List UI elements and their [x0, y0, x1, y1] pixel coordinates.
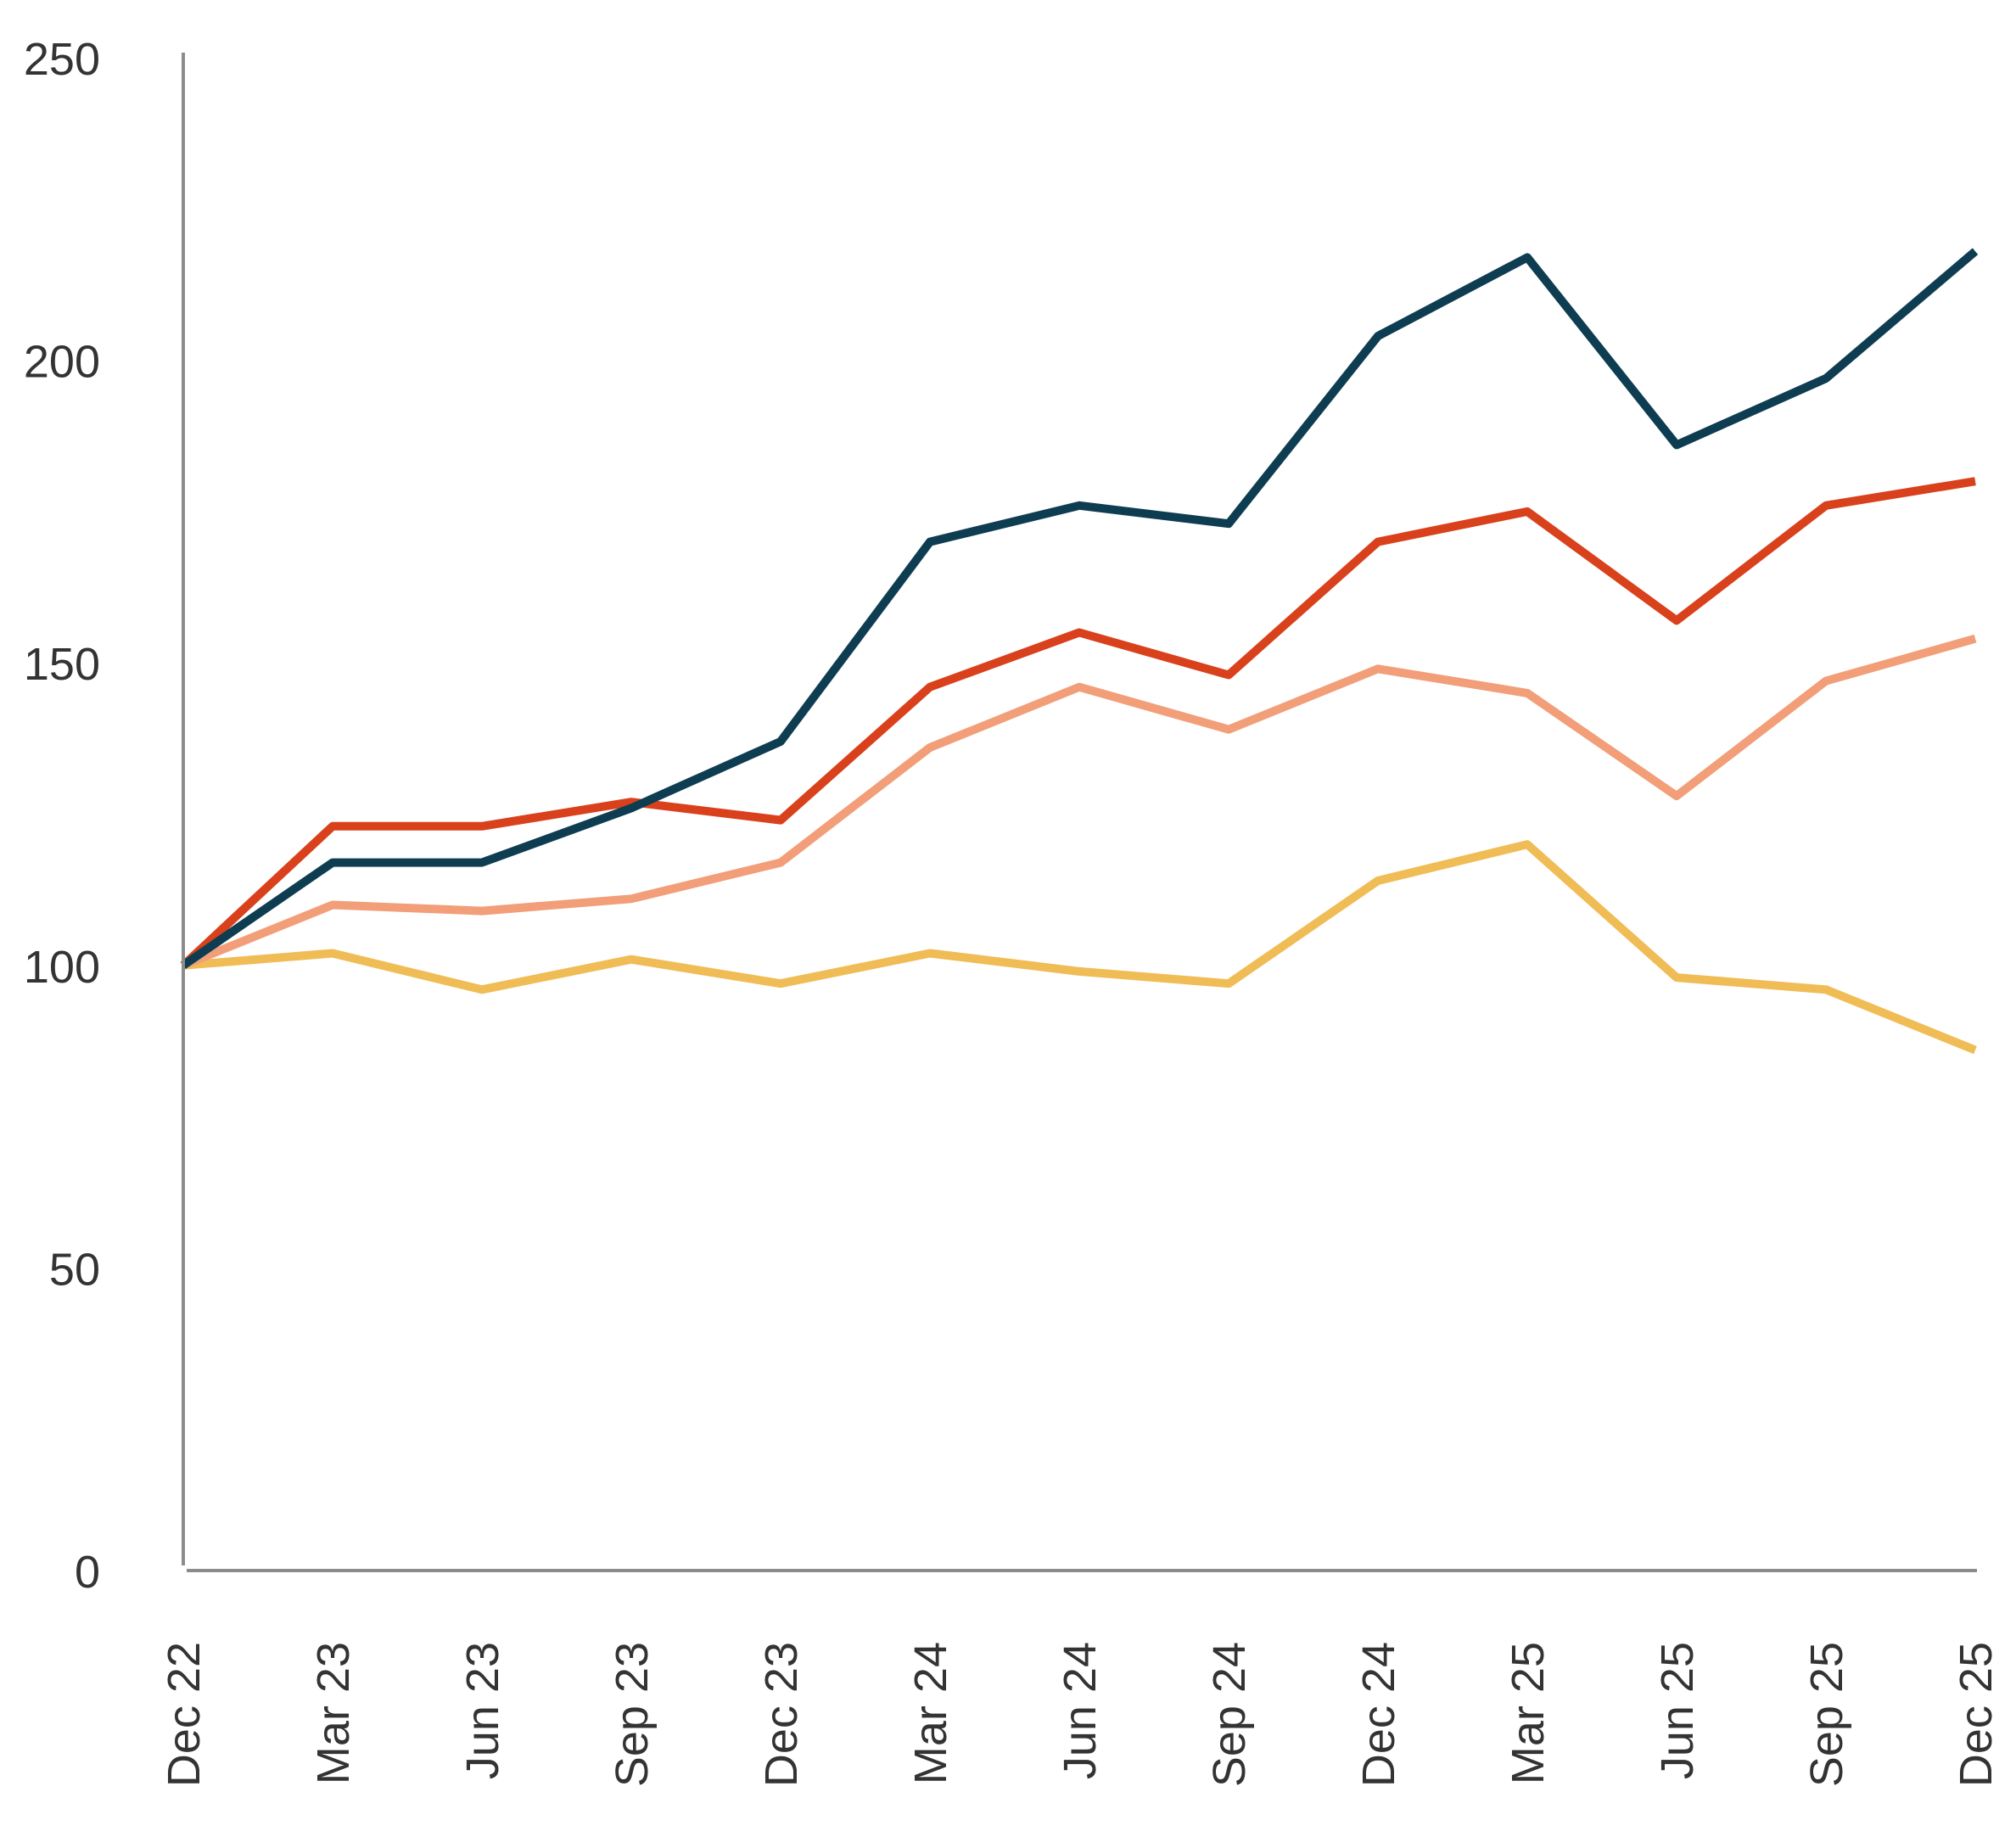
y-tick-label: 200: [24, 337, 100, 388]
series-line-3: [182, 634, 1977, 970]
x-tick-label: Dec 24: [1353, 1642, 1404, 1787]
series-line-4: [182, 840, 1977, 1055]
x-axis-ticks: Dec 22 Mar 23 Jun 23 Sep 23 Dec 23 Mar 24 Jun …: [159, 1642, 2002, 1787]
x-tick-label: Mar 24: [905, 1642, 956, 1784]
x-tick-label: Jun 23: [457, 1642, 508, 1779]
y-tick-label: 50: [49, 1244, 100, 1295]
series-line-2: [180, 477, 1976, 969]
x-tick-label: Mar 23: [308, 1642, 359, 1784]
series-lines: [180, 248, 1979, 1055]
x-tick-label: Jun 24: [1055, 1642, 1106, 1779]
x-tick-label: Dec 23: [756, 1642, 807, 1787]
y-tick-label: 250: [24, 34, 100, 85]
x-tick-label: Sep 25: [1801, 1642, 1852, 1787]
y-tick-label: 150: [24, 639, 100, 690]
series-line-1: [181, 248, 1979, 969]
x-tick-label: Sep 23: [607, 1642, 658, 1787]
y-axis-ticks: 0 50 100 150 200 250: [24, 34, 100, 1598]
y-tick-label: 0: [75, 1547, 100, 1598]
x-tick-label: Mar 25: [1503, 1642, 1554, 1784]
x-tick-label: Sep 24: [1204, 1642, 1255, 1787]
y-tick-label: 100: [24, 942, 100, 993]
x-tick-label: Dec 22: [159, 1642, 210, 1787]
x-tick-label: Dec 25: [1951, 1642, 2002, 1787]
x-tick-label: Jun 25: [1652, 1642, 1703, 1779]
